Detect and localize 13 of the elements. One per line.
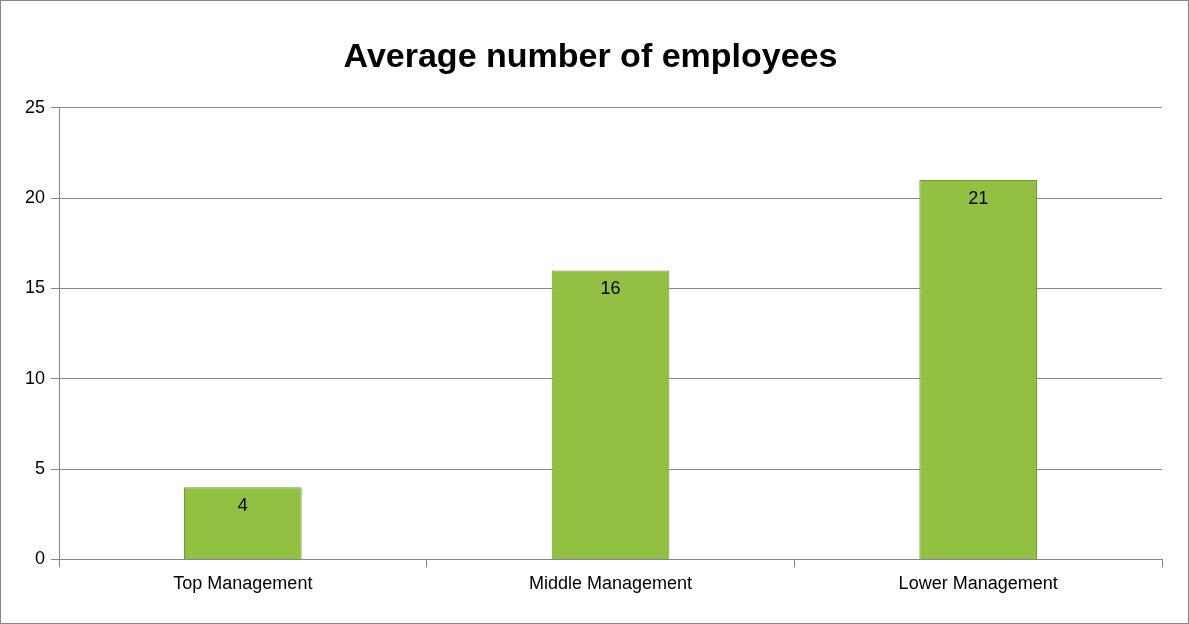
- y-tick-label: 5: [35, 458, 46, 479]
- x-tick-label: Top Management: [173, 573, 313, 594]
- y-tick-label: 10: [24, 367, 46, 388]
- y-tick-label: 15: [24, 277, 46, 298]
- y-tick-label: 0: [35, 548, 46, 569]
- data-label: 4: [237, 495, 248, 516]
- x-tick-label: Lower Management: [898, 573, 1058, 594]
- data-label: 21: [968, 188, 989, 209]
- data-label: 16: [600, 278, 621, 299]
- y-tick-label: 20: [24, 187, 46, 208]
- y-tick-label: 25: [24, 96, 46, 117]
- chart-title: Average number of employees: [343, 35, 838, 74]
- x-tick-label: Middle Management: [528, 573, 693, 594]
